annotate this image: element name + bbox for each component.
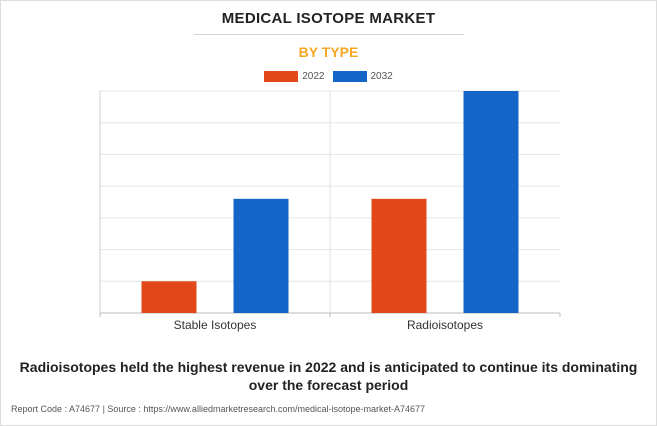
legend-swatch-2032 bbox=[332, 71, 367, 82]
chart-title: MEDICAL ISOTOPE MARKET bbox=[221, 10, 436, 27]
bar-2022-stable-isotopes[interactable] bbox=[141, 281, 197, 313]
legend: 2022 2032 bbox=[0, 71, 657, 82]
chart-caption: Radioisotopes held the highest revenue i… bbox=[0, 358, 657, 394]
report-source-footer: Report Code : A74677 | Source : https://… bbox=[11, 404, 426, 414]
title-divider bbox=[194, 34, 464, 35]
legend-item-2022[interactable]: 2022 bbox=[264, 71, 325, 82]
bar-2032-stable-isotopes[interactable] bbox=[233, 198, 289, 313]
x-tick-label: Stable Isotopes bbox=[174, 318, 257, 332]
caption-line-1: Radioisotopes held the highest revenue i… bbox=[19, 359, 638, 375]
legend-swatch-2022 bbox=[264, 71, 299, 82]
bar-2022-radioisotopes[interactable] bbox=[371, 198, 427, 313]
bar-2032-radioisotopes[interactable] bbox=[463, 91, 519, 313]
legend-label-2022: 2022 bbox=[302, 71, 325, 82]
x-tick-label: Radioisotopes bbox=[407, 318, 483, 332]
legend-label-2032: 2032 bbox=[370, 71, 393, 82]
bar-chart: Stable Isotopes Radioisotopes bbox=[99, 90, 561, 332]
chart-subtitle: BY TYPE bbox=[298, 44, 359, 60]
legend-item-2032[interactable]: 2032 bbox=[332, 71, 393, 82]
caption-line-2: over the forecast period bbox=[248, 377, 409, 393]
